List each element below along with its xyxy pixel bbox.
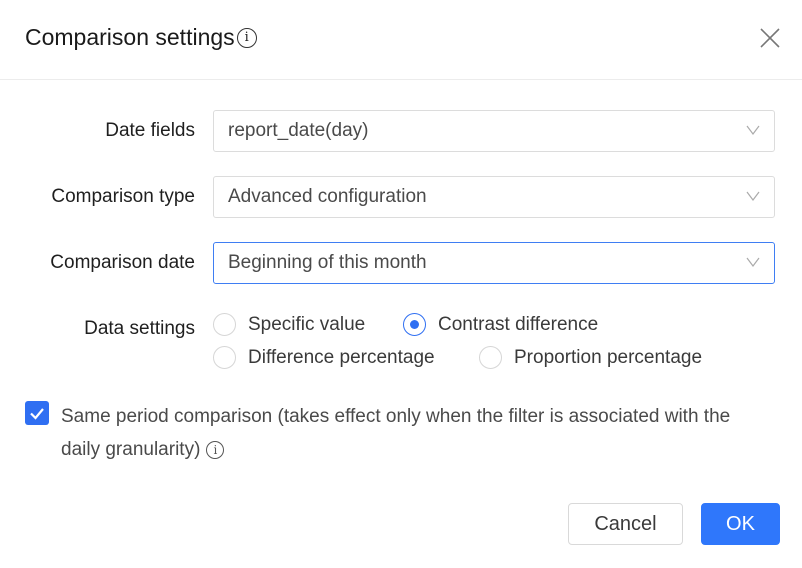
radio-circle-selected[interactable] bbox=[403, 313, 426, 336]
comparison-date-value: Beginning of this month bbox=[228, 252, 427, 273]
ok-button[interactable]: OK bbox=[701, 503, 780, 545]
same-period-text: Same period comparison (takes effect onl… bbox=[61, 406, 731, 460]
dialog-title: Comparison settings i bbox=[25, 24, 257, 51]
radio-circle[interactable] bbox=[479, 346, 502, 369]
radio-specific-value[interactable]: Specific value bbox=[213, 313, 365, 336]
radio-label: Contrast difference bbox=[438, 313, 599, 335]
radio-label: Difference percentage bbox=[248, 346, 435, 368]
same-period-checkbox[interactable] bbox=[25, 401, 49, 425]
radio-label: Specific value bbox=[248, 313, 366, 335]
radio-proportion-percentage[interactable]: Proportion percentage bbox=[479, 346, 702, 369]
chevron-down-icon bbox=[746, 125, 760, 135]
info-circle-icon[interactable]: i bbox=[206, 441, 225, 459]
header-divider bbox=[0, 79, 802, 80]
comparison-date-label: Comparison date bbox=[50, 252, 195, 273]
dialog-title-text: Comparison settings bbox=[25, 24, 235, 50]
info-circle-icon[interactable]: i bbox=[236, 27, 257, 48]
comparison-type-label: Comparison type bbox=[51, 186, 195, 207]
comparison-type-value: Advanced configuration bbox=[228, 186, 427, 207]
radio-label: Proportion percentage bbox=[514, 346, 703, 368]
radio-circle[interactable] bbox=[213, 313, 236, 336]
chevron-down-icon bbox=[746, 257, 760, 267]
data-settings-label: Data settings bbox=[84, 318, 195, 339]
chevron-down-icon bbox=[746, 191, 760, 201]
date-fields-select[interactable]: report_date(day) bbox=[213, 110, 775, 152]
radio-difference-percentage[interactable]: Difference percentage bbox=[213, 346, 435, 369]
comparison-type-select[interactable]: Advanced configuration bbox=[213, 176, 775, 218]
cancel-button[interactable]: Cancel bbox=[568, 503, 683, 545]
comparison-date-select[interactable]: Beginning of this month bbox=[213, 242, 775, 284]
date-fields-label: Date fields bbox=[105, 120, 195, 141]
close-icon[interactable] bbox=[758, 26, 782, 50]
same-period-label: Same period comparison (takes effect onl… bbox=[61, 400, 761, 466]
radio-contrast-difference[interactable]: Contrast difference bbox=[403, 313, 598, 336]
radio-circle[interactable] bbox=[213, 346, 236, 369]
date-fields-value: report_date(day) bbox=[228, 120, 369, 141]
